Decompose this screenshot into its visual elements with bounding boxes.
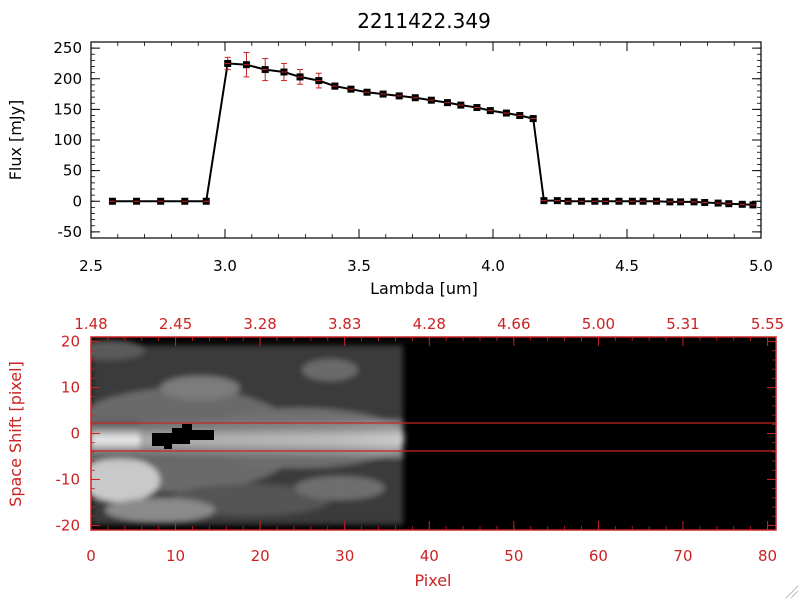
image-ticks (90, 337, 776, 530)
image-x-tick-label: 50 (504, 547, 523, 565)
spectrum-x-axis-label: Lambda [um] (370, 279, 478, 298)
saturated-core-blob (152, 424, 214, 449)
y-tick-label: 0 (72, 192, 82, 210)
image-x-tick-label: 80 (758, 547, 777, 565)
image-x-tick-labels: 0 10 20 30 40 50 60 70 80 (86, 547, 777, 565)
spectrum-image-chart: 0 10 20 30 40 50 60 70 80 -20 -10 0 10 20 1.48 2.45 3.… (6, 315, 784, 590)
image-top-tick-label: 5.55 (751, 315, 784, 333)
image-x-tick-label: 0 (86, 547, 96, 565)
y-tick-label: 50 (63, 162, 82, 180)
chart-title: 2211422.349 (357, 9, 491, 33)
image-x-axis-label: Pixel (414, 571, 451, 590)
image-y-axis-label: Space Shift [pixel] (6, 361, 25, 507)
image-top-axis-tick-labels: 1.48 2.45 3.28 3.83 4.28 4.66 5.00 5.31 5.55 (74, 315, 784, 333)
image-y-tick-labels: -20 -10 0 10 20 (56, 333, 81, 535)
x-tick-label: 3.0 (213, 257, 237, 275)
image-x-tick-label: 10 (166, 547, 185, 565)
image-y-tick-label: 0 (70, 425, 80, 443)
x-tick-label: 5.0 (749, 257, 773, 275)
image-signal-region (91, 340, 405, 525)
x-tick-label: 4.0 (481, 257, 505, 275)
spectrum-y-tick-labels: -50 0 50 100 150 200 250 (53, 39, 82, 241)
y-tick-label: 150 (53, 100, 82, 118)
spectrum-chart: 2211422.349 2.5 3.0 3.5 4.0 4.5 5.0 -50 0 50 100… (6, 9, 773, 298)
image-top-tick-label: 2.45 (159, 315, 192, 333)
x-tick-label: 4.5 (615, 257, 639, 275)
spectrum-plot-frame (90, 41, 762, 239)
x-tick-label: 2.5 (79, 257, 103, 275)
image-top-tick-label: 4.28 (413, 315, 446, 333)
y-tick-label: 100 (53, 131, 82, 149)
image-x-tick-label: 20 (251, 547, 270, 565)
image-top-tick-label: 1.48 (74, 315, 107, 333)
image-top-tick-label: 4.66 (497, 315, 530, 333)
image-x-tick-label: 60 (589, 547, 608, 565)
y-tick-label: 250 (53, 39, 82, 57)
spectrum-image (91, 337, 776, 530)
image-y-tick-label: -10 (56, 470, 81, 488)
image-y-tick-label: 10 (61, 379, 80, 397)
y-tick-label: 200 (53, 70, 82, 88)
image-x-tick-label: 40 (420, 547, 439, 565)
spectrum-y-axis-label: Flux [mJy] (6, 100, 25, 181)
image-y-tick-label: 20 (61, 333, 80, 351)
resize-grip-icon[interactable] (785, 585, 799, 599)
spectrum-ticks (90, 42, 762, 238)
image-top-tick-label: 5.31 (666, 315, 699, 333)
spectrum-x-tick-labels: 2.5 3.0 3.5 4.0 4.5 5.0 (79, 257, 773, 275)
image-x-tick-label: 70 (673, 547, 692, 565)
flux-line (112, 62, 754, 206)
image-top-tick-label: 5.00 (582, 315, 615, 333)
image-top-tick-label: 3.28 (243, 315, 276, 333)
y-tick-label: -50 (58, 223, 83, 241)
image-top-tick-label: 3.83 (328, 315, 361, 333)
spectrum-series (108, 51, 757, 209)
x-tick-label: 3.5 (347, 257, 371, 275)
image-x-tick-label: 30 (335, 547, 354, 565)
image-y-tick-label: -20 (56, 516, 81, 534)
